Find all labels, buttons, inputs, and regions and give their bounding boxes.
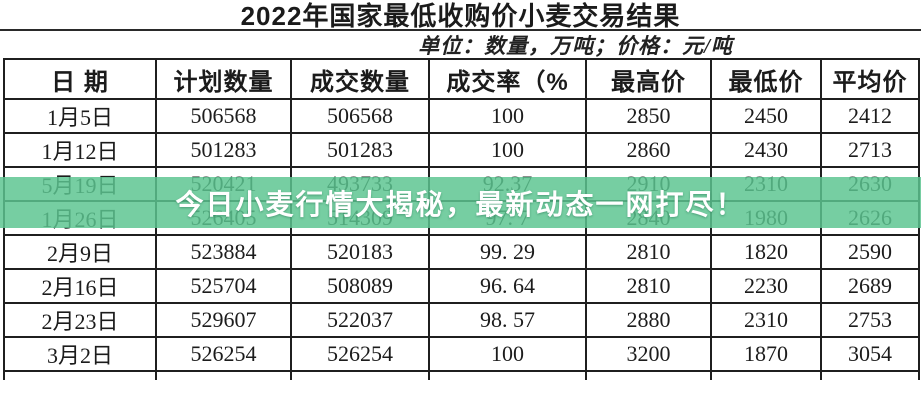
table-cell: 506568 [290, 98, 430, 134]
column-header: 计划数量 [155, 58, 292, 100]
table-cell: 529607 [155, 302, 292, 338]
table-cell: 2810 [585, 234, 712, 270]
column-header: 最高价 [585, 58, 712, 100]
table-cell [3, 370, 157, 380]
table-cell: 523884 [155, 234, 292, 270]
table-cell: 501283 [290, 132, 430, 168]
table-cell: 520183 [290, 234, 430, 270]
table-cell: 522037 [290, 302, 430, 338]
table-cell: 2689 [820, 268, 920, 304]
table-cell: 2450 [710, 98, 822, 134]
table-cell: 525704 [155, 268, 292, 304]
table-cell: 2月23日 [3, 302, 157, 338]
table-cell [155, 370, 292, 380]
table-row: 2月9日 523884 520183 99. 29 2810 1820 2590 [3, 234, 920, 270]
table-row: 1月12日 501283 501283 100 2860 2430 2713 [3, 132, 920, 168]
table-cell: 2230 [710, 268, 822, 304]
table-cell: 2月9日 [3, 234, 157, 270]
units-note: 单位：数量，万吨；价格：元/吨 [418, 33, 733, 58]
table-cell: 2月16日 [3, 268, 157, 304]
table-cell: 2753 [820, 302, 920, 338]
column-header: 日 期 [3, 58, 157, 100]
table-cell: 526254 [290, 336, 430, 372]
table-cell: 2590 [820, 234, 920, 270]
table-cell [710, 370, 822, 380]
table-cell: 100 [428, 132, 587, 168]
table-cell: 1870 [710, 336, 822, 372]
table-cell: 1820 [710, 234, 822, 270]
table-cell: 2430 [710, 132, 822, 168]
table-cell: 98. 57 [428, 302, 587, 338]
table-cell [290, 370, 430, 380]
table-cell: 100 [428, 98, 587, 134]
table-cell: 3月2日 [3, 336, 157, 372]
table-cell: 2860 [585, 132, 712, 168]
page-title: 2022年国家最低收购价小麦交易结果 [0, 0, 921, 31]
table-cell: 2810 [585, 268, 712, 304]
table-cell: 1月12日 [3, 132, 157, 168]
table-header-row: 日 期计划数量 成交数量 成交率（% 最高价 最低价 平均价 [3, 58, 920, 100]
table-cell [428, 370, 587, 380]
table-row: 1月5日 506568 506568 100 2850 2450 2412 [3, 98, 920, 134]
table-row: 3月2日 526254 526254 100 3200 1870 3054 [3, 336, 920, 372]
table-cell: 99. 29 [428, 234, 587, 270]
table-row: 2月16日 525704 508089 96. 64 2810 2230 2689 [3, 268, 920, 304]
table-cell: 96. 64 [428, 268, 587, 304]
table-cell: 2880 [585, 302, 712, 338]
table-cell [820, 370, 920, 380]
table-cell: 501283 [155, 132, 292, 168]
table-cell: 508089 [290, 268, 430, 304]
table-cell: 2412 [820, 98, 920, 134]
column-header: 成交数量 [290, 58, 430, 100]
table-row: 2月23日 529607 522037 98. 57 2880 2310 2753 [3, 302, 920, 338]
table-cell: 2713 [820, 132, 920, 168]
table-cell: 2850 [585, 98, 712, 134]
table-cell: 100 [428, 336, 587, 372]
table-cell: 1月5日 [3, 98, 157, 134]
table-cell: 526254 [155, 336, 292, 372]
table-cell: 3054 [820, 336, 920, 372]
column-header: 最低价 [710, 58, 822, 100]
table-cell: 2310 [710, 302, 822, 338]
column-header: 成交率（% [428, 58, 587, 100]
table-cell [585, 370, 712, 380]
table-cell: 506568 [155, 98, 292, 134]
promo-banner-text: 今日小麦行情大揭秘，最新动态一网打尽！ [175, 188, 746, 220]
table-row-partial [3, 370, 920, 380]
promo-banner-overlay: 今日小麦行情大揭秘，最新动态一网打尽！ [0, 177, 921, 228]
column-header: 平均价 [820, 58, 920, 100]
table-cell: 3200 [585, 336, 712, 372]
